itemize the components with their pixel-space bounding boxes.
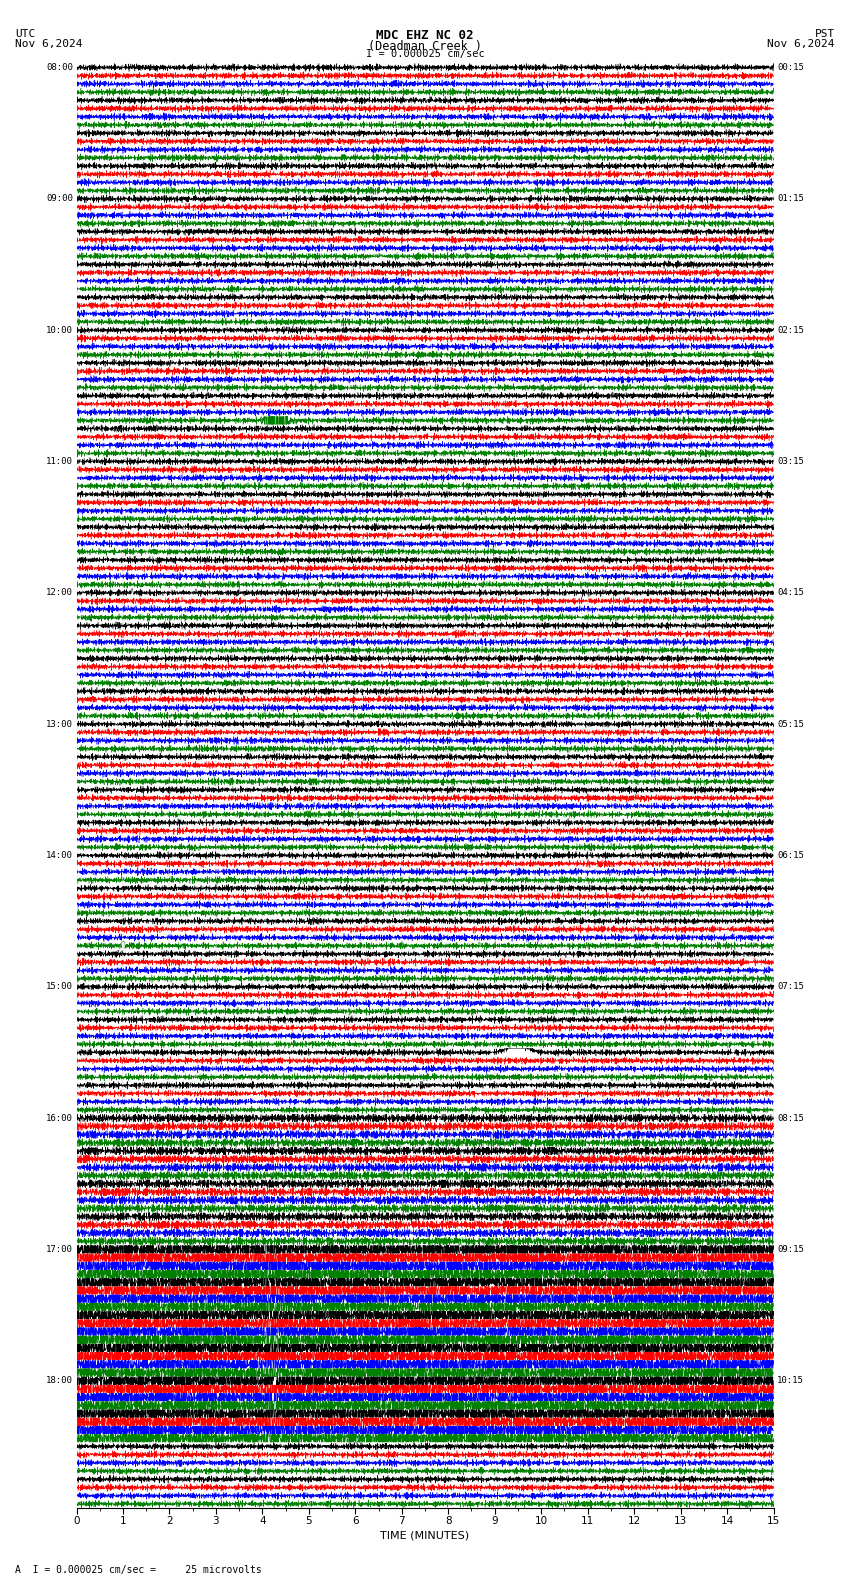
Text: Nov 6,2024: Nov 6,2024: [15, 38, 82, 49]
Text: 14:00: 14:00: [46, 851, 73, 860]
Text: 06:15: 06:15: [777, 851, 804, 860]
Text: 09:00: 09:00: [46, 195, 73, 203]
Text: 10:15: 10:15: [777, 1376, 804, 1386]
Text: 18:00: 18:00: [46, 1376, 73, 1386]
Text: 00:15: 00:15: [777, 63, 804, 71]
Text: 04:15: 04:15: [777, 588, 804, 597]
Text: MDC EHZ NC 02: MDC EHZ NC 02: [377, 29, 473, 43]
Text: 02:15: 02:15: [777, 326, 804, 334]
Text: 13:00: 13:00: [46, 719, 73, 729]
Text: PST: PST: [814, 29, 835, 40]
Text: I = 0.000025 cm/sec: I = 0.000025 cm/sec: [366, 49, 484, 59]
Text: 12:00: 12:00: [46, 588, 73, 597]
Text: Nov 6,2024: Nov 6,2024: [768, 38, 835, 49]
Text: 11:00: 11:00: [46, 456, 73, 466]
Text: 15:00: 15:00: [46, 982, 73, 992]
Text: 17:00: 17:00: [46, 1245, 73, 1255]
Text: 10:00: 10:00: [46, 326, 73, 334]
Text: 05:15: 05:15: [777, 719, 804, 729]
X-axis label: TIME (MINUTES): TIME (MINUTES): [381, 1530, 469, 1541]
Text: 09:15: 09:15: [777, 1245, 804, 1255]
Text: (Deadman Creek ): (Deadman Creek ): [368, 40, 482, 52]
Text: 08:15: 08:15: [777, 1114, 804, 1123]
Text: 08:00: 08:00: [46, 63, 73, 71]
Text: 16:00: 16:00: [46, 1114, 73, 1123]
Text: 01:15: 01:15: [777, 195, 804, 203]
Text: 07:15: 07:15: [777, 982, 804, 992]
Text: A  I = 0.000025 cm/sec =     25 microvolts: A I = 0.000025 cm/sec = 25 microvolts: [15, 1565, 262, 1574]
Text: UTC: UTC: [15, 29, 36, 40]
Text: 03:15: 03:15: [777, 456, 804, 466]
